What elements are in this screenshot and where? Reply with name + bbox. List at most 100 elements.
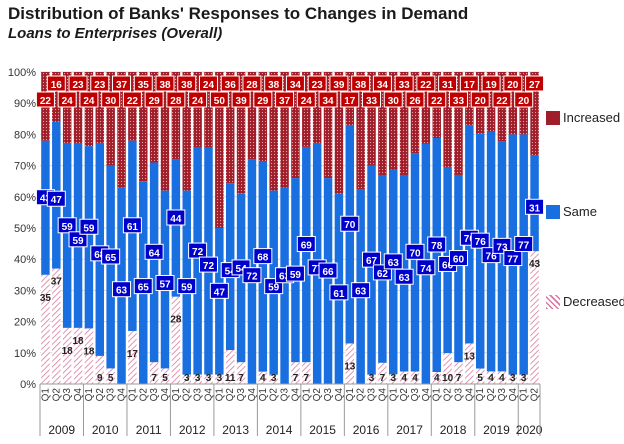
decreased-label: 7 [293, 373, 299, 384]
bar-increased [378, 72, 387, 175]
year-label: 2019 [483, 423, 510, 437]
increased-label: 24 [83, 96, 95, 107]
increased-label-box [231, 91, 251, 108]
bar-increased [530, 72, 539, 156]
bar-decreased [62, 327, 72, 384]
x-tick-label: Q2 [51, 388, 62, 402]
increased-label: 38 [355, 80, 367, 91]
bar-decreased [171, 296, 181, 384]
same-label-box [362, 251, 382, 268]
x-tick-label: Q1 [171, 388, 182, 402]
bar-increased [160, 72, 170, 191]
bar-increased [225, 72, 235, 184]
x-tick-label: Q1 [345, 388, 356, 402]
increased-label-box [470, 91, 490, 108]
x-tick-label: Q1 [301, 388, 312, 402]
same-label: 63 [388, 258, 400, 269]
increased-label: 38 [268, 80, 280, 91]
x-tick-label: Q3 [106, 388, 117, 402]
year-label: 2017 [396, 423, 423, 437]
chart-title: Distribution of Banks' Responses to Chan… [8, 4, 469, 23]
bar-decreased [530, 251, 539, 384]
same-label: 63 [355, 287, 367, 298]
increased-label-box [514, 91, 534, 108]
bar-decreased [378, 362, 387, 384]
y-tick-label: 60% [14, 192, 36, 204]
legend-swatch-decreased [546, 295, 560, 309]
x-tick-label: Q2 [399, 388, 410, 402]
same-label: 68 [257, 253, 269, 264]
same-label-box [405, 243, 425, 260]
bar-decreased [367, 374, 376, 384]
same-label: 77 [312, 264, 324, 275]
increased-label-box [275, 91, 295, 108]
decreased-label: 3 [369, 373, 375, 384]
y-tick-label: 40% [14, 254, 36, 266]
x-tick-label: Q4 [464, 388, 475, 402]
increased-label-box [329, 75, 349, 92]
decreased-label: 3 [206, 373, 212, 384]
x-tick-label: Q3 [453, 388, 464, 402]
same-label-box [296, 236, 316, 253]
increased-label: 39 [333, 80, 345, 91]
increased-label: 30 [388, 96, 400, 107]
same-label: 59 [290, 270, 302, 281]
increased-label-box [198, 75, 218, 92]
bar-decreased [149, 362, 159, 384]
x-tick-label: Q3 [323, 388, 334, 402]
same-label-box [329, 284, 349, 301]
bar-increased [182, 72, 191, 191]
same-label-box [177, 278, 197, 295]
x-tick-label: Q3 [149, 388, 160, 402]
bar-increased [508, 72, 518, 135]
increased-label: 29 [149, 96, 161, 107]
same-label-box [166, 209, 186, 226]
same-label: 60 [442, 260, 454, 271]
bar-same [171, 159, 181, 297]
increased-label-box [525, 75, 545, 92]
bar-increased [258, 72, 268, 162]
bar-same [323, 178, 333, 384]
increased-label-box [481, 75, 501, 92]
bar-same [389, 169, 398, 375]
decreased-label: 3 [217, 373, 223, 384]
same-label: 59 [62, 222, 74, 233]
axes: Q1 Q2 Q3 Q4 Q1 Q2 Q3 Q4 Q1 Q2 Q3 Q4 Q1 Q2 Q3 Q4 Q1 Q2 Q3 Q4… [39, 383, 543, 437]
bar-increased [280, 72, 289, 188]
increased-label: 22 [496, 96, 508, 107]
decreased-label: 3 [184, 373, 190, 384]
same-label: 77 [518, 241, 530, 252]
increased-label-box [307, 75, 327, 92]
x-tick-label: Q3 [236, 388, 247, 402]
increased-label: 16 [51, 80, 63, 91]
same-label-box [209, 282, 229, 299]
x-tick-label: Q4 [377, 388, 388, 402]
same-label-box [144, 243, 164, 260]
x-tick-label: Q2 [356, 388, 367, 402]
same-label-box [416, 259, 436, 276]
decreased-label: 4 [401, 373, 407, 384]
same-label-box [79, 218, 99, 235]
bar-increased [421, 72, 431, 144]
bar-same [454, 174, 463, 363]
decreased-label: 4 [260, 373, 266, 384]
increased-label-box [459, 75, 479, 92]
same-label: 59 [268, 283, 280, 294]
increased-label-box [351, 75, 371, 92]
bar-decreased [475, 368, 485, 384]
increased-label: 33 [366, 96, 378, 107]
same-label: 54 [225, 267, 237, 278]
bar-increased [291, 72, 300, 179]
bar-decreased [486, 371, 496, 384]
same-label-box [122, 217, 142, 234]
bar-increased [443, 72, 452, 168]
y-tick-label: 0% [20, 379, 36, 391]
bar-increased [302, 72, 311, 147]
legend-swatch-increased [546, 111, 560, 125]
bar-same [149, 162, 159, 363]
bar-decreased [410, 371, 420, 384]
y-tick-label: 10% [14, 348, 36, 360]
bar-same [236, 193, 246, 363]
same-label-box [242, 267, 262, 284]
bar-increased [73, 72, 83, 144]
